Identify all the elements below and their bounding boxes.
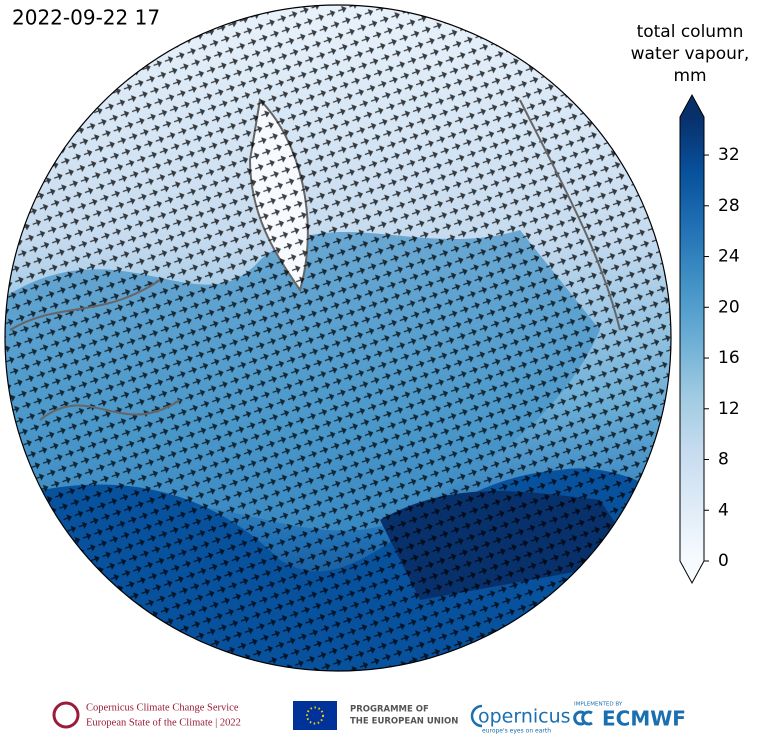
colorbar-title: total column [637,22,744,42]
colorbar-tick-label: 24 [718,247,740,267]
colorbar-title: mm [673,66,706,86]
ecmwf-logo: ECMWF [602,707,686,731]
c3s-name: Copernicus Climate Change Service [86,702,239,713]
eu-text: PROGRAMME OF [350,705,429,715]
colorbar-tick-label: 8 [718,450,729,470]
globe [5,5,671,671]
colorbar: total column water vapour, mm 0 4 8 12 16 20 2… [631,22,750,585]
colorbar-scale [680,117,704,561]
timestamp: 2022-09-22 17 [12,6,160,30]
colorbar-extend-top [680,95,704,117]
copernicus-tagline: europe's eyes on earth [482,728,551,735]
colorbar-tick-label: 12 [718,399,740,419]
colorbar-outline [679,93,705,585]
colorbar-tick-label: 0 [718,551,729,571]
eu-text: THE EUROPEAN UNION [350,717,458,727]
colorbar-tick-label: 4 [718,500,729,520]
copernicus-logo: opernicus [478,706,571,728]
c3s-report: European State of the Climate | 2022 [86,717,241,728]
ecmwf-caption: IMPLEMENTED BY [574,702,623,708]
colorbar-tick-label: 16 [718,348,740,368]
colorbar-tick-label: 28 [718,196,740,216]
colorbar-title: water vapour, [631,44,750,64]
footer: Copernicus Climate Change Service Europe… [52,701,686,735]
colorbar-extend-bottom [680,561,704,583]
colorbar-tick-label: 20 [718,297,740,317]
colorbar-tick-label: 32 [718,145,740,165]
